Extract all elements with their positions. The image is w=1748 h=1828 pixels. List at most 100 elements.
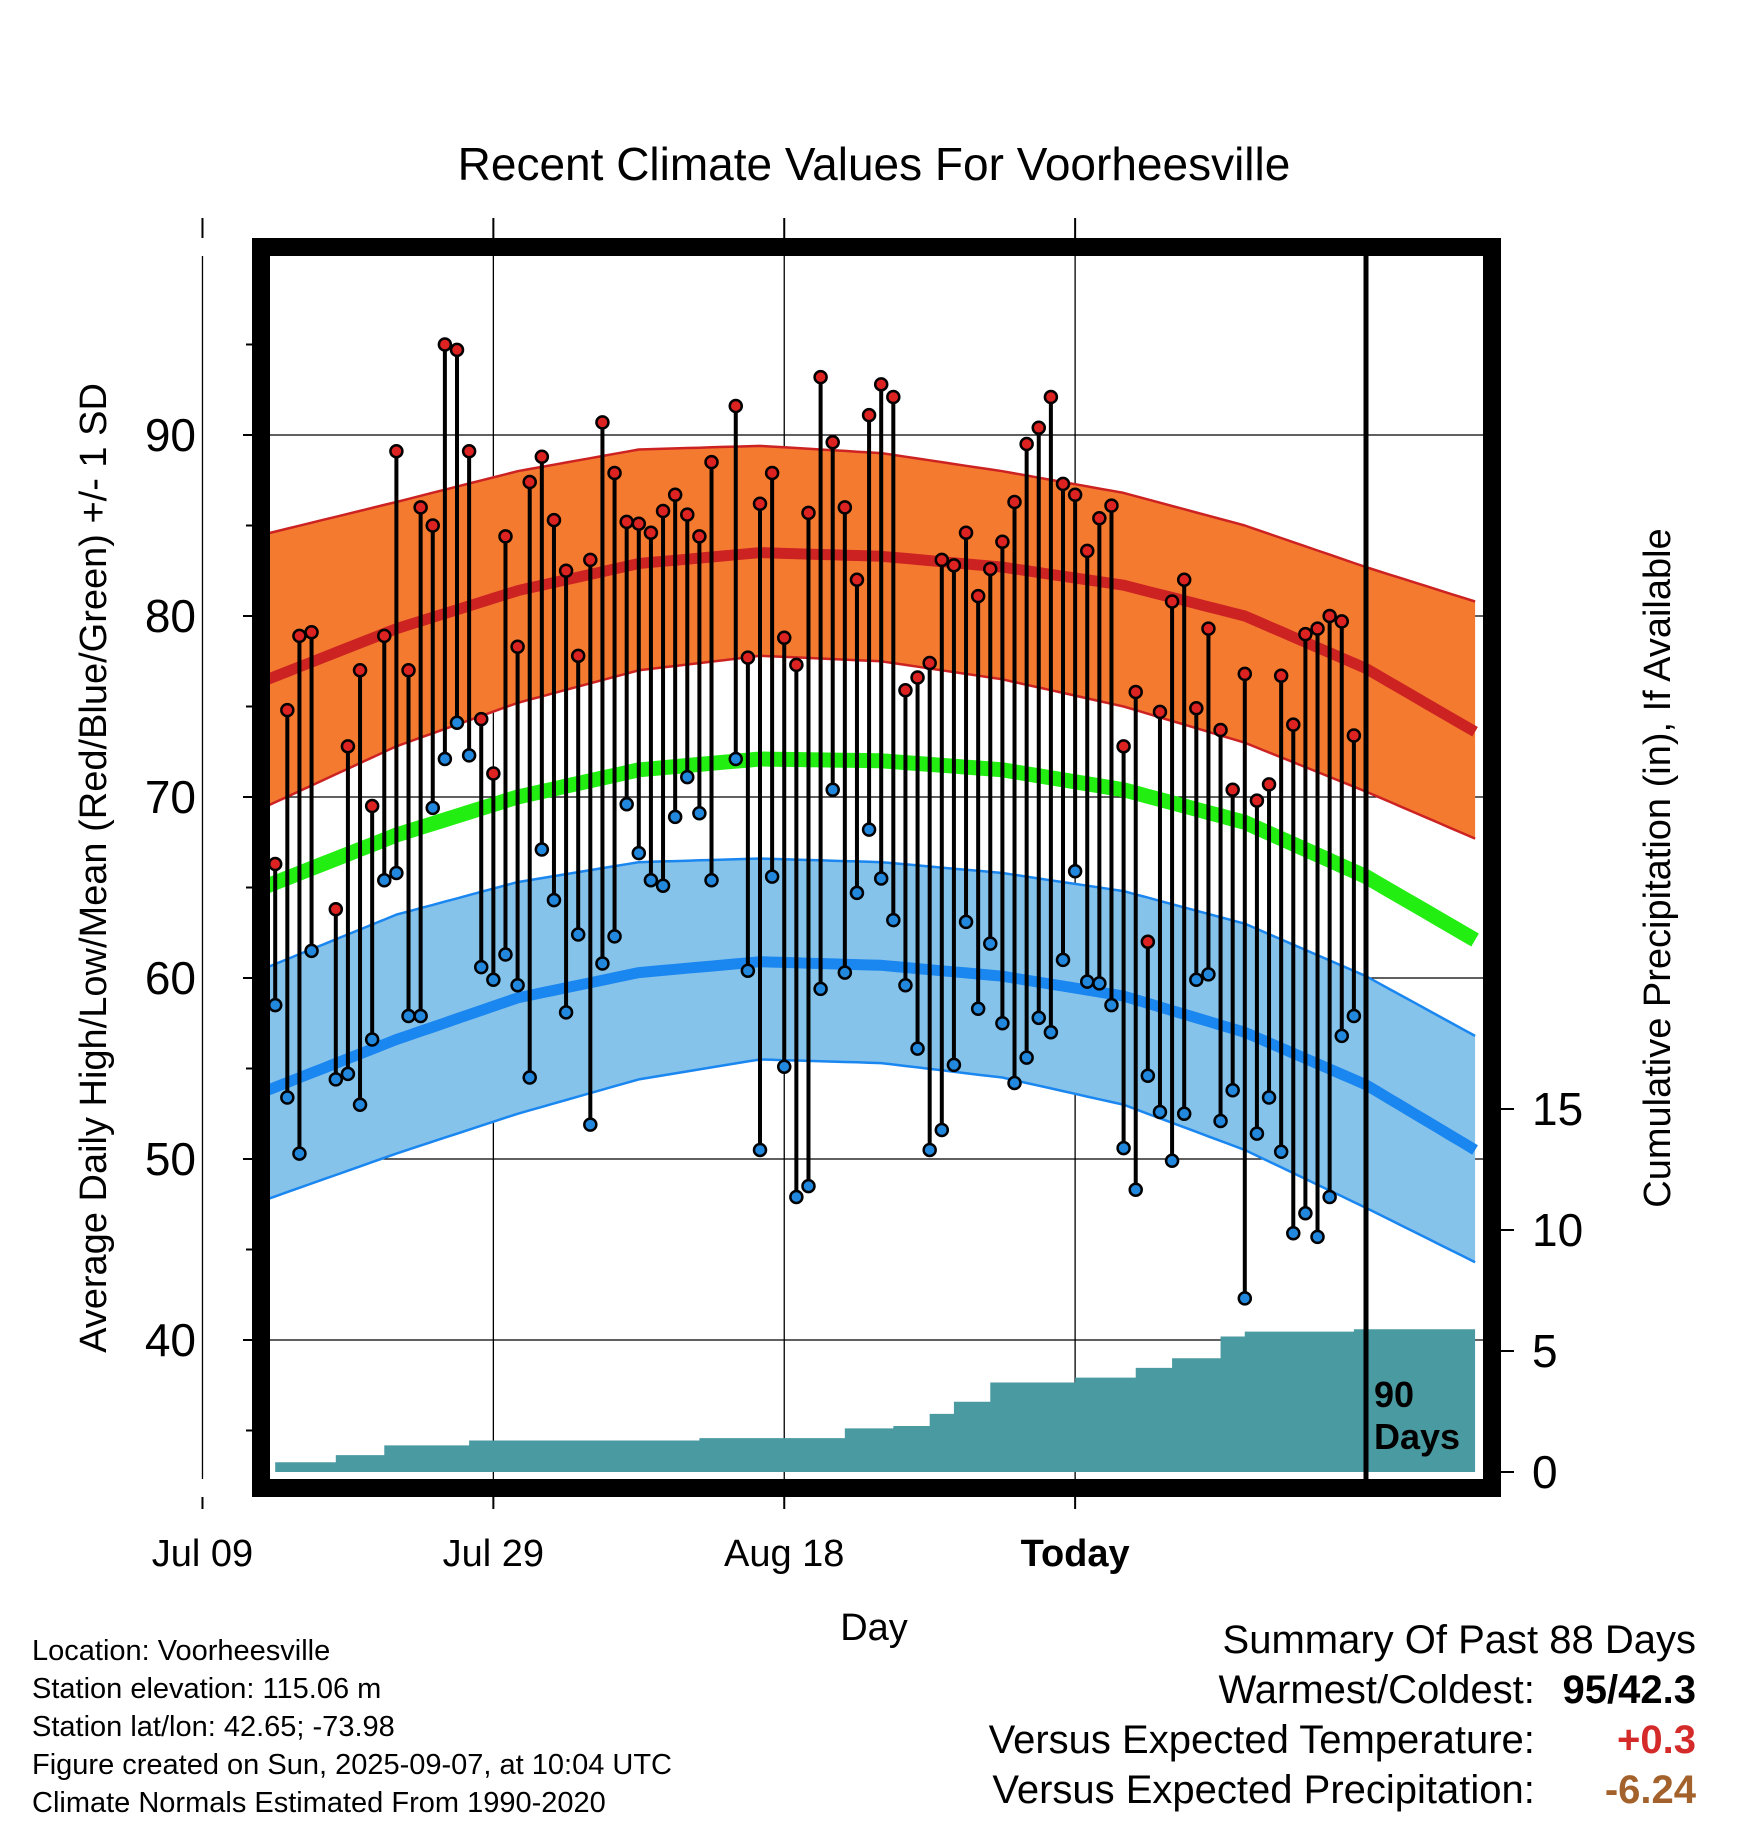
observed-high-point <box>473 711 489 727</box>
observed-high-point <box>1092 511 1107 526</box>
observed-high-point <box>1322 608 1337 624</box>
observed-high-point <box>886 389 901 405</box>
observed-high-point <box>752 496 768 512</box>
observed-high-point <box>764 465 780 481</box>
observed-low-point <box>801 1178 816 1194</box>
y-tick-label: 50 <box>145 1133 196 1185</box>
observed-low-point <box>280 1090 295 1105</box>
observed-high-point <box>946 558 962 573</box>
observed-low-point <box>1213 1113 1228 1129</box>
x-tick-label: Today <box>1021 1533 1130 1575</box>
warmest-coldest-value: 95/42.3 <box>1546 1668 1696 1713</box>
observed-high-point <box>1152 704 1168 720</box>
warmest-coldest-label: Warmest/Coldest: <box>1218 1668 1535 1712</box>
observed-high-point <box>1334 614 1350 629</box>
observed-high-point <box>607 465 622 481</box>
observed-high-point <box>1116 739 1131 754</box>
precip-value: -6.24 <box>1604 1768 1696 1812</box>
observed-low-point <box>292 1146 307 1161</box>
observed-high-point <box>1055 476 1071 492</box>
observed-low-point <box>1249 1126 1265 1141</box>
observed-low-point <box>401 1008 416 1024</box>
observed-high-point <box>413 500 428 515</box>
observed-high-point <box>280 702 295 718</box>
normals-text: Climate Normals Estimated From 1990-2020 <box>32 1787 606 1819</box>
observed-high-point <box>1043 389 1059 405</box>
observed-low-point <box>570 927 586 942</box>
observed-high-point <box>1189 701 1204 716</box>
observed-low-point <box>1152 1104 1168 1120</box>
coldest-value: /42.3 <box>1607 1668 1696 1712</box>
observed-low-point <box>1310 1229 1325 1245</box>
observed-high-point <box>861 407 877 423</box>
y-tick-label: 90 <box>145 409 196 461</box>
observed-low-point <box>655 878 671 893</box>
observed-high-point <box>352 663 368 678</box>
observed-high-point <box>1164 594 1180 609</box>
temp-label: Versus Expected Temperature: <box>988 1718 1535 1762</box>
y-tick-label: 80 <box>145 590 196 642</box>
observed-low-point <box>1067 863 1083 879</box>
observed-low-point <box>1140 1068 1156 1083</box>
observed-low-point <box>461 748 477 763</box>
low-lower-line <box>262 1058 1476 1264</box>
observed-high-point <box>1201 621 1216 636</box>
observed-high-point <box>437 337 453 352</box>
latlon-text: Station lat/lon: 42.65; -73.98 <box>32 1711 395 1743</box>
observed-low-point <box>1079 974 1095 989</box>
y2-tick-label: 5 <box>1532 1325 1558 1377</box>
observed-low-point <box>1273 1144 1289 1160</box>
observed-low-point <box>825 782 840 798</box>
precipitation-row: Versus Expected Precipitation: -6.24 <box>992 1768 1696 1813</box>
station-info: Location: Voorheesville Station elevatio… <box>32 1632 672 1822</box>
observed-low-point <box>437 751 453 767</box>
observed-high-point <box>583 552 598 568</box>
observed-low-point <box>1334 1028 1350 1044</box>
observed-high-point <box>510 639 525 655</box>
observed-low-point <box>861 822 877 837</box>
observed-high-point <box>704 454 719 470</box>
observed-low-point <box>1189 972 1204 988</box>
observed-high-point <box>449 342 465 358</box>
created-text: Figure created on Sun, 2025-09-07, at 10… <box>32 1749 672 1781</box>
y-tick-label: 60 <box>145 952 196 1004</box>
observed-low-point <box>1237 1291 1253 1306</box>
observed-high-point <box>486 766 501 781</box>
observed-low-point <box>958 914 974 930</box>
observed-high-point <box>534 449 550 464</box>
x-axis-label: Day <box>840 1607 908 1649</box>
observed-high-point <box>995 534 1010 550</box>
y2-axis-label: Cumulative Precipitation (in), If Availa… <box>1637 528 1679 1207</box>
observed-low-point <box>352 1097 368 1112</box>
observed-low-point <box>389 865 404 881</box>
observed-high-point <box>873 377 889 392</box>
observed-low-point <box>1346 1008 1362 1024</box>
observed-low-point <box>1164 1153 1180 1169</box>
precipitation-area <box>275 1326 1476 1472</box>
observed-high-point <box>667 487 683 502</box>
observed-low-point <box>898 977 913 993</box>
observed-high-point <box>461 444 477 459</box>
observed-low-point <box>1007 1075 1022 1091</box>
plot-frame <box>252 238 1501 1497</box>
precip-label: Versus Expected Precipitation: <box>992 1768 1535 1812</box>
observed-high-point <box>1213 722 1228 738</box>
observed-high-point <box>692 529 707 544</box>
observed-high-point <box>631 516 647 531</box>
observed-high-point <box>595 415 610 430</box>
observed-low-point <box>667 809 683 825</box>
observed-high-point <box>825 434 840 450</box>
observed-low-point <box>776 1059 792 1074</box>
observed-high-point <box>740 650 756 665</box>
warmest-value: 95 <box>1562 1668 1608 1712</box>
observed-low-point <box>1031 1010 1047 1026</box>
observed-high-point <box>1261 777 1277 792</box>
observed-low-point <box>728 751 744 767</box>
observed-high-point <box>425 518 441 533</box>
observed-high-point <box>898 682 913 698</box>
observed-high-point <box>680 507 695 522</box>
observed-low-point <box>740 963 756 979</box>
observed-low-point <box>886 912 901 928</box>
